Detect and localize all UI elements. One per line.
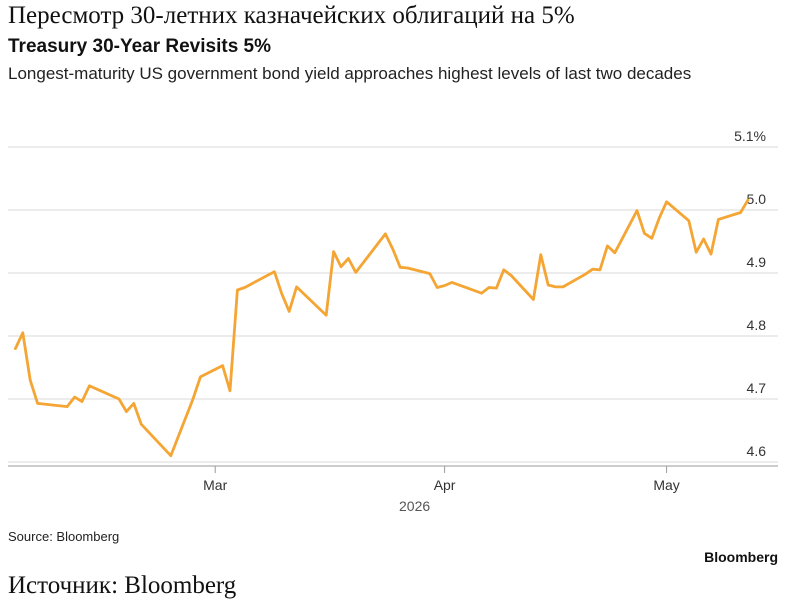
y-tick-label: 4.9 <box>747 254 767 270</box>
data-point <box>29 378 32 382</box>
data-point <box>339 265 343 268</box>
x-tick-label: May <box>653 477 679 493</box>
data-point <box>332 250 335 253</box>
data-point <box>88 384 91 387</box>
y-tick-label: 5.1% <box>734 128 766 144</box>
yield-series-line <box>14 198 750 458</box>
data-point <box>746 198 750 202</box>
data-point <box>384 232 387 236</box>
data-point <box>132 402 135 405</box>
data-point <box>73 395 76 399</box>
y-axis-tick-labels: 4.6 4.7 4.8 4.9 5.0 5.1% <box>734 128 766 459</box>
data-point <box>221 364 224 367</box>
data-point <box>613 251 616 254</box>
data-point <box>243 286 246 289</box>
data-point <box>561 285 565 289</box>
data-point <box>354 271 357 274</box>
data-point <box>510 274 513 277</box>
data-point <box>236 288 239 292</box>
x-tick-label: Apr <box>434 477 456 493</box>
data-point <box>428 272 431 275</box>
x-axis-tick-labels: Mar Apr May <box>203 466 680 493</box>
data-point <box>117 397 121 401</box>
data-point <box>14 347 17 350</box>
translated-title: Пересмотр 30-летних казначейских облигац… <box>8 2 575 29</box>
data-point <box>598 268 602 271</box>
data-point <box>717 218 720 221</box>
bloomberg-logo: Bloomberg <box>704 549 778 565</box>
yield-line-chart: 4.6 4.7 4.8 4.9 5.0 5.1% Mar Apr May 2026 <box>8 128 778 514</box>
data-point <box>554 285 557 289</box>
data-point <box>739 211 742 214</box>
data-point <box>391 247 394 251</box>
x-tick-label: Mar <box>203 477 227 493</box>
data-points <box>14 198 750 457</box>
gridlines <box>8 146 778 467</box>
data-point <box>547 283 550 287</box>
data-point <box>288 310 291 313</box>
data-point <box>436 286 439 289</box>
data-point <box>273 270 276 273</box>
data-point <box>347 257 350 260</box>
data-point <box>21 331 24 334</box>
data-point <box>643 232 646 235</box>
data-point <box>702 237 705 241</box>
data-point <box>169 454 172 457</box>
data-point <box>450 281 454 284</box>
data-point <box>606 244 609 248</box>
data-point <box>495 286 498 290</box>
y-tick-label: 5.0 <box>747 191 767 207</box>
data-point <box>66 405 69 408</box>
data-point <box>539 253 542 256</box>
data-point <box>295 285 298 289</box>
data-point <box>191 397 195 401</box>
data-point <box>487 286 491 289</box>
data-point <box>650 237 653 240</box>
data-point <box>125 410 128 413</box>
y-tick-label: 4.8 <box>747 317 767 333</box>
data-point <box>325 314 328 317</box>
data-point <box>443 284 446 287</box>
data-point <box>635 209 639 212</box>
data-point <box>687 219 690 222</box>
data-point <box>199 375 202 379</box>
source-note: Source: Bloomberg <box>8 529 120 544</box>
data-point <box>399 266 402 269</box>
data-point <box>695 251 698 254</box>
data-point <box>140 423 143 426</box>
data-point <box>36 402 39 405</box>
data-point <box>709 252 713 256</box>
data-point <box>280 292 283 295</box>
data-point <box>532 298 535 301</box>
data-point <box>584 273 587 276</box>
y-tick-label: 4.6 <box>747 443 767 459</box>
data-point <box>502 268 505 271</box>
data-point <box>591 268 594 271</box>
data-point <box>228 389 232 392</box>
translated-source-note: Источник: Bloomberg <box>8 572 237 599</box>
chart-subtitle: Longest-maturity US government bond yiel… <box>8 64 692 83</box>
data-point <box>480 292 483 295</box>
data-point <box>658 217 661 220</box>
data-point <box>80 400 84 403</box>
chart-title: Treasury 30-Year Revisits 5% <box>8 36 272 57</box>
data-point <box>406 266 409 270</box>
data-point <box>665 200 668 203</box>
x-axis-label: 2026 <box>399 498 430 514</box>
y-tick-label: 4.7 <box>747 380 767 396</box>
